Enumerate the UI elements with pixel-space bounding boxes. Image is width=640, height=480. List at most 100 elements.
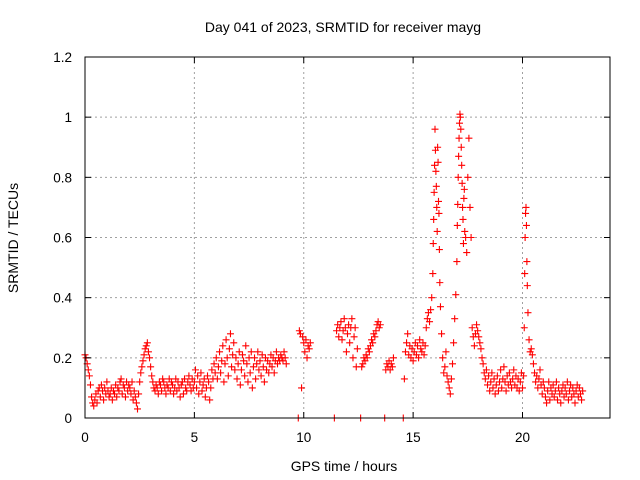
data-point xyxy=(498,384,506,392)
data-point xyxy=(204,372,211,380)
data-point xyxy=(460,185,468,193)
data-point xyxy=(441,363,449,371)
data-point xyxy=(435,246,443,254)
data-point xyxy=(494,387,502,395)
data-point xyxy=(160,378,168,386)
data-point xyxy=(433,203,441,211)
data-point xyxy=(213,375,221,383)
data-point xyxy=(115,387,123,395)
data-point xyxy=(281,354,289,362)
data-point xyxy=(268,363,276,371)
data-point xyxy=(476,339,484,347)
data-point xyxy=(154,390,162,398)
data-point xyxy=(458,179,466,187)
data-point xyxy=(389,354,397,362)
data-point xyxy=(521,234,529,241)
data-point xyxy=(249,363,257,371)
data-point xyxy=(473,321,481,329)
data-point xyxy=(166,387,174,395)
data-point xyxy=(298,384,306,392)
data-point xyxy=(453,221,461,229)
data-point xyxy=(420,351,428,359)
data-point xyxy=(232,354,240,362)
data-point xyxy=(484,381,491,389)
data-point xyxy=(159,375,167,383)
data-point xyxy=(131,393,139,401)
data-point xyxy=(460,194,468,202)
data-point xyxy=(88,393,96,401)
data-point xyxy=(432,167,440,175)
data-point xyxy=(162,390,170,398)
data-point xyxy=(566,387,574,395)
data-point xyxy=(306,339,314,347)
data-point xyxy=(260,378,268,386)
data-point xyxy=(502,387,510,395)
data-point xyxy=(492,381,500,389)
data-point xyxy=(465,134,473,142)
data-point xyxy=(561,384,569,392)
data-point xyxy=(96,393,104,401)
data-point xyxy=(208,366,216,374)
data-point xyxy=(564,396,572,404)
data-point xyxy=(167,378,175,386)
data-point xyxy=(234,360,242,368)
data-point xyxy=(142,342,150,350)
data-point xyxy=(237,366,245,374)
data-point xyxy=(117,375,125,383)
data-point xyxy=(205,378,213,386)
data-point xyxy=(243,360,251,368)
data-point xyxy=(466,203,474,211)
data-point xyxy=(557,399,565,407)
data-point xyxy=(351,324,359,332)
data-point xyxy=(135,390,143,398)
data-point xyxy=(153,384,161,392)
data-point xyxy=(272,348,280,356)
data-point xyxy=(196,378,204,386)
data-point xyxy=(387,360,395,368)
data-point xyxy=(477,345,485,353)
y-tick-label: 0.6 xyxy=(53,231,72,246)
data-point xyxy=(461,227,469,235)
data-point xyxy=(451,315,459,323)
data-point xyxy=(335,333,343,341)
data-point xyxy=(270,369,278,377)
data-point xyxy=(236,381,244,389)
data-point xyxy=(457,143,465,151)
data-point xyxy=(248,384,256,392)
data-point xyxy=(416,336,424,344)
data-point xyxy=(520,372,528,380)
data-point xyxy=(240,357,248,365)
x-tick-label: 5 xyxy=(191,430,199,445)
data-point xyxy=(137,369,145,377)
data-point xyxy=(207,384,215,392)
data-point xyxy=(132,399,140,407)
data-point xyxy=(108,396,116,404)
data-point xyxy=(97,381,105,389)
data-point xyxy=(468,324,476,332)
data-point xyxy=(149,378,157,386)
data-point xyxy=(193,384,201,392)
data-point xyxy=(555,384,563,392)
data-point xyxy=(197,369,205,377)
data-point xyxy=(90,402,98,410)
data-point xyxy=(558,387,566,395)
data-point xyxy=(342,348,350,356)
data-point xyxy=(369,339,377,347)
data-point xyxy=(454,173,462,181)
data-point xyxy=(550,393,558,401)
data-point xyxy=(527,345,535,353)
data-point xyxy=(259,363,267,371)
y-tick-label: 1 xyxy=(64,110,72,125)
data-point xyxy=(459,215,467,223)
data-point xyxy=(224,372,232,380)
data-point xyxy=(459,240,467,248)
data-point xyxy=(156,381,164,389)
data-point xyxy=(457,125,465,133)
data-point xyxy=(140,351,148,359)
data-point xyxy=(229,351,237,359)
data-point xyxy=(255,366,263,374)
data-point xyxy=(258,351,266,359)
data-point xyxy=(212,354,220,362)
data-point xyxy=(572,387,580,395)
